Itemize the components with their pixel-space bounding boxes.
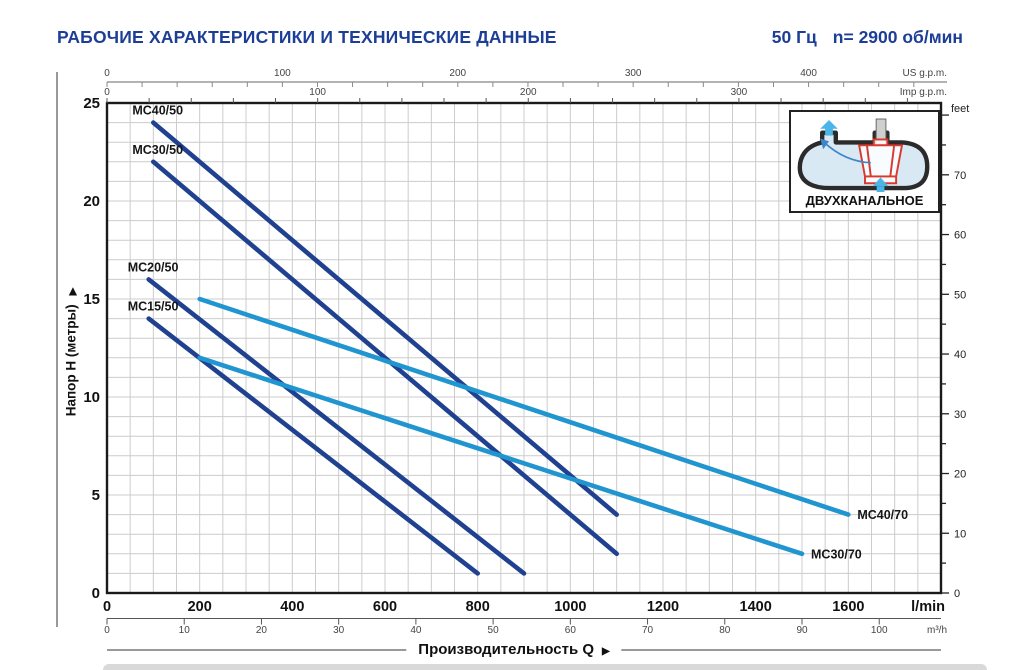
- svg-text:20: 20: [954, 469, 966, 481]
- svg-text:1000: 1000: [554, 599, 586, 615]
- svg-text:0: 0: [104, 87, 110, 98]
- svg-text:MC30/50: MC30/50: [132, 143, 183, 157]
- svg-text:feet: feet: [951, 103, 969, 115]
- impeller-inset-panel: ДВУХКАНАЛЬНОЕ: [789, 110, 940, 213]
- svg-text:MC20/50: MC20/50: [128, 260, 179, 274]
- svg-text:m³/h: m³/h: [927, 625, 947, 636]
- svg-text:0: 0: [954, 588, 960, 600]
- frequency-speed-info: 50 Гц n= 2900 об/мин: [756, 27, 963, 48]
- svg-text:US g.p.m.: US g.p.m.: [903, 68, 947, 79]
- x-axis-title: Производительность Q ▶: [406, 641, 622, 658]
- svg-text:30: 30: [954, 409, 966, 421]
- svg-text:70: 70: [642, 625, 654, 636]
- svg-text:400: 400: [800, 68, 817, 79]
- svg-text:30: 30: [333, 625, 345, 636]
- svg-text:200: 200: [520, 87, 537, 98]
- svg-text:80: 80: [719, 625, 731, 636]
- outlet-arrow-icon: [820, 120, 838, 136]
- svg-text:0: 0: [104, 68, 110, 79]
- impeller-diagram: [797, 118, 930, 192]
- svg-text:300: 300: [731, 87, 748, 98]
- svg-text:l/min: l/min: [911, 599, 945, 615]
- svg-text:MC40/70: MC40/70: [857, 508, 908, 522]
- svg-text:90: 90: [796, 625, 808, 636]
- svg-text:100: 100: [871, 625, 888, 636]
- svg-text:300: 300: [625, 68, 642, 79]
- svg-text:0: 0: [103, 599, 111, 615]
- svg-text:0: 0: [92, 585, 100, 602]
- right-arrow-icon: ▶: [602, 646, 610, 657]
- y-axis-title: Напор H (метры) ▶: [64, 288, 79, 417]
- svg-text:15: 15: [83, 291, 100, 308]
- svg-text:0: 0: [104, 625, 110, 636]
- inlet-arrow-icon: [872, 177, 889, 192]
- svg-text:40: 40: [954, 349, 966, 361]
- svg-text:20: 20: [83, 193, 100, 210]
- y-axis-title-text: Напор H (метры): [63, 304, 79, 417]
- svg-text:10: 10: [83, 389, 100, 406]
- svg-text:100: 100: [274, 68, 291, 79]
- svg-text:200: 200: [188, 599, 212, 615]
- svg-text:1200: 1200: [647, 599, 679, 615]
- svg-text:MC40/50: MC40/50: [132, 104, 183, 118]
- svg-text:MC15/50: MC15/50: [128, 300, 179, 314]
- svg-text:20: 20: [256, 625, 268, 636]
- svg-text:10: 10: [954, 528, 966, 540]
- svg-text:100: 100: [309, 87, 326, 98]
- svg-text:50: 50: [954, 289, 966, 301]
- svg-text:600: 600: [373, 599, 397, 615]
- svg-text:60: 60: [954, 230, 966, 242]
- svg-text:60: 60: [565, 625, 577, 636]
- svg-text:50: 50: [488, 625, 500, 636]
- svg-text:10: 10: [179, 625, 191, 636]
- svg-text:40: 40: [410, 625, 422, 636]
- svg-text:1600: 1600: [832, 599, 864, 615]
- svg-text:1400: 1400: [740, 599, 772, 615]
- impeller-type-label: ДВУХКАНАЛЬНОЕ: [805, 193, 924, 208]
- svg-text:Imp g.p.m.: Imp g.p.m.: [900, 87, 947, 98]
- svg-text:200: 200: [449, 68, 466, 79]
- page-title: РАБОЧИЕ ХАРАКТЕРИСТИКИ И ТЕХНИЧЕСКИЕ ДАН…: [57, 27, 557, 47]
- x-axis-title-text: Производительность Q: [418, 641, 595, 658]
- svg-text:800: 800: [466, 599, 490, 615]
- flow-arrow-icon: [820, 138, 871, 164]
- bottom-table-edge: [103, 664, 987, 670]
- svg-text:400: 400: [280, 599, 304, 615]
- frequency-value: 50 Гц: [771, 27, 817, 47]
- svg-text:25: 25: [83, 95, 100, 112]
- svg-text:5: 5: [92, 487, 100, 504]
- impeller-outline: [857, 138, 904, 185]
- up-arrow-icon: ▶: [67, 287, 79, 296]
- speed-value: n= 2900 об/мин: [832, 27, 963, 47]
- svg-text:MC30/70: MC30/70: [811, 547, 862, 561]
- svg-text:70: 70: [954, 170, 966, 182]
